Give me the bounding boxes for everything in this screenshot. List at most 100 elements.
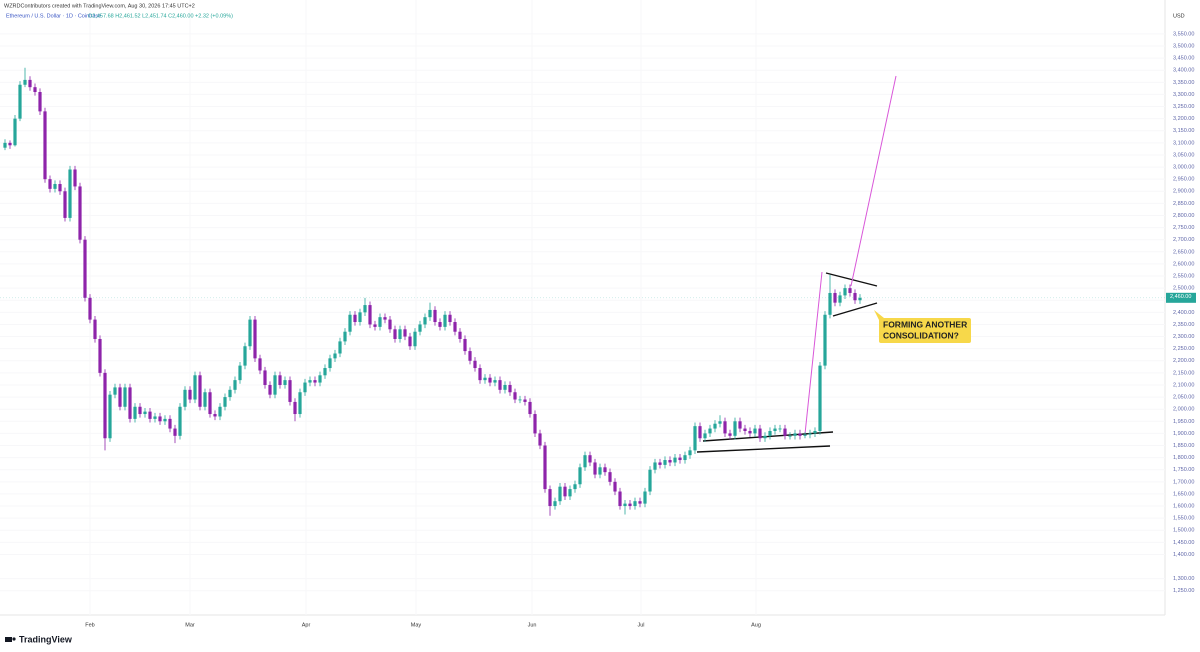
candle-body <box>768 430 772 436</box>
y-tick-label: 3,200.00 <box>1173 116 1194 122</box>
candle-body <box>818 365 822 431</box>
brand-logo <box>12 637 16 641</box>
symbol: Ethereum / U.S. Dollar · 1D · Coinbase <box>6 13 101 19</box>
candle-body <box>703 433 707 439</box>
candle-body <box>523 399 527 402</box>
candle-body <box>223 397 227 407</box>
y-tick-label: 3,100.00 <box>1173 140 1194 146</box>
y-tick-label: 1,950.00 <box>1173 419 1194 425</box>
candle-body <box>168 418 172 429</box>
candle-body <box>178 406 182 436</box>
candle-body <box>133 406 137 419</box>
candle-body <box>58 184 62 192</box>
candle-body <box>473 360 477 369</box>
candle-body <box>368 305 372 325</box>
candle-body <box>463 338 467 352</box>
plot-area <box>0 0 1165 615</box>
y-tick-label: 3,050.00 <box>1173 152 1194 158</box>
y-tick-label: 1,600.00 <box>1173 503 1194 509</box>
candle-body <box>63 191 67 218</box>
candle-body <box>578 467 582 485</box>
candle-body <box>123 387 127 407</box>
candle-body <box>838 295 842 303</box>
brand-logo <box>5 637 12 642</box>
candle-body <box>753 428 757 434</box>
y-tick-label: 2,100.00 <box>1173 382 1194 388</box>
candle-body <box>8 142 12 146</box>
candle-body <box>758 428 762 439</box>
candle-body <box>593 462 597 475</box>
y-tick-label: 2,800.00 <box>1173 213 1194 219</box>
candle-body <box>533 414 537 434</box>
y-tick-label: 1,400.00 <box>1173 552 1194 558</box>
candle-body <box>43 111 47 180</box>
candle-body <box>388 319 392 330</box>
candle-body <box>183 389 187 407</box>
candle-body <box>228 389 232 398</box>
candle-body <box>633 501 637 507</box>
y-tick-label: 2,700.00 <box>1173 237 1194 243</box>
candle-body <box>163 418 167 422</box>
y-tick-label: 2,650.00 <box>1173 249 1194 255</box>
candle-body <box>313 380 317 383</box>
candle-body <box>48 179 52 189</box>
y-tick-label: 1,650.00 <box>1173 491 1194 497</box>
candle-body <box>508 384 512 393</box>
y-tick-label: 3,400.00 <box>1173 68 1194 74</box>
candle-body <box>443 314 447 327</box>
candle-body <box>403 329 407 337</box>
brand-name: TradingView <box>19 634 73 644</box>
candle-body <box>683 455 687 461</box>
trendline <box>696 445 831 453</box>
candle-body <box>108 394 112 439</box>
candle-body <box>813 430 817 434</box>
candle-body <box>248 319 252 347</box>
candle-body <box>488 377 492 383</box>
candle-body <box>718 421 722 424</box>
x-tick-label: Mar <box>185 622 195 628</box>
candle-body <box>748 430 752 434</box>
candle-body <box>293 401 297 415</box>
candle-body <box>353 314 357 323</box>
candle-body <box>23 79 27 85</box>
candle-body <box>623 503 627 507</box>
candle-body <box>468 351 472 361</box>
candle-body <box>408 336 412 347</box>
currency: USD <box>1173 13 1185 19</box>
y-tick-label: 3,450.00 <box>1173 56 1194 62</box>
last-price-box <box>1166 292 1196 303</box>
y-tick-label: 1,300.00 <box>1173 576 1194 582</box>
x-tick-label: Jun <box>528 622 537 628</box>
y-tick-label: 2,300.00 <box>1173 334 1194 340</box>
projection-line <box>850 75 897 287</box>
y-tick-label: 2,600.00 <box>1173 261 1194 267</box>
y-tick-label: 2,900.00 <box>1173 189 1194 195</box>
x-tick-label: Aug <box>751 622 761 628</box>
candle-body <box>858 297 862 301</box>
candle-body <box>668 460 672 463</box>
y-tick-label: 1,900.00 <box>1173 431 1194 437</box>
y-tick-label: 3,550.00 <box>1173 31 1194 37</box>
candle-body <box>318 375 322 383</box>
candle-body <box>513 392 517 400</box>
candle-body <box>458 331 462 339</box>
annotation-text: FORMING ANOTHER <box>883 319 967 329</box>
y-tick-label: 1,450.00 <box>1173 540 1194 546</box>
candle-body <box>658 462 662 465</box>
annotation-pointer <box>874 310 884 320</box>
candle-body <box>138 406 142 415</box>
y-tick-label: 1,250.00 <box>1173 588 1194 594</box>
candle-body <box>148 411 152 419</box>
candle-body <box>143 411 147 415</box>
candle-body <box>438 322 442 327</box>
candle-body <box>453 322 457 332</box>
candle-body <box>773 428 777 431</box>
candle-body <box>283 380 287 385</box>
candle-body <box>688 450 692 456</box>
y-tick-label: 1,700.00 <box>1173 479 1194 485</box>
y-tick-label: 2,050.00 <box>1173 395 1194 401</box>
candle-body <box>298 392 302 415</box>
candle-body <box>33 87 37 93</box>
candle-body <box>128 387 132 419</box>
